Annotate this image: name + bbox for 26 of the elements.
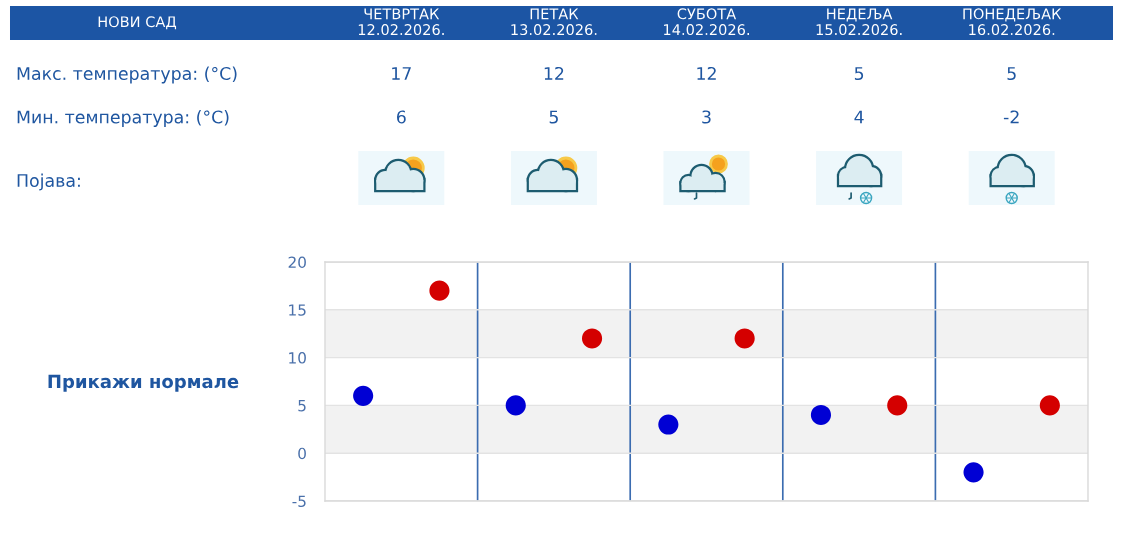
text: ПОНЕДЕЉАК 16.02.2026. bbox=[963, 8, 1062, 36]
data-label: 12 bbox=[544, 66, 564, 80]
data-label: -2 bbox=[1003, 110, 1019, 124]
data-label: 17 bbox=[392, 67, 411, 80]
y-tick-label: 15 bbox=[289, 304, 306, 316]
text: ЧЕТВРТАК 12.02.2026. bbox=[358, 8, 444, 36]
text: НОВИ САД bbox=[98, 16, 177, 30]
data-label: 12 bbox=[697, 66, 716, 80]
text: Појава: bbox=[17, 173, 80, 191]
y-tick-label: -5 bbox=[292, 495, 306, 508]
text: Макс. температура: (°C) bbox=[17, 66, 237, 84]
data-label: 3 bbox=[702, 110, 711, 124]
text: Прикажи нормале bbox=[48, 374, 239, 392]
data-label: 5 bbox=[854, 67, 864, 81]
data-label: 5 bbox=[549, 110, 558, 124]
data-label: 5 bbox=[1007, 67, 1016, 81]
text: СУБОТА 14.02.2026. bbox=[664, 8, 749, 36]
y-tick-label: 0 bbox=[298, 447, 306, 460]
y-tick-label: 10 bbox=[289, 352, 306, 364]
text: ПЕТАК 13.02.2026. bbox=[511, 8, 597, 36]
data-label: 6 bbox=[396, 110, 406, 124]
text: НЕДЕЉА 15.02.2026. bbox=[816, 8, 902, 36]
data-label: 4 bbox=[854, 110, 864, 124]
text: Мин. температура: (°C) bbox=[17, 110, 229, 127]
y-tick-label: 20 bbox=[288, 256, 306, 269]
y-tick-label: 5 bbox=[298, 400, 306, 412]
